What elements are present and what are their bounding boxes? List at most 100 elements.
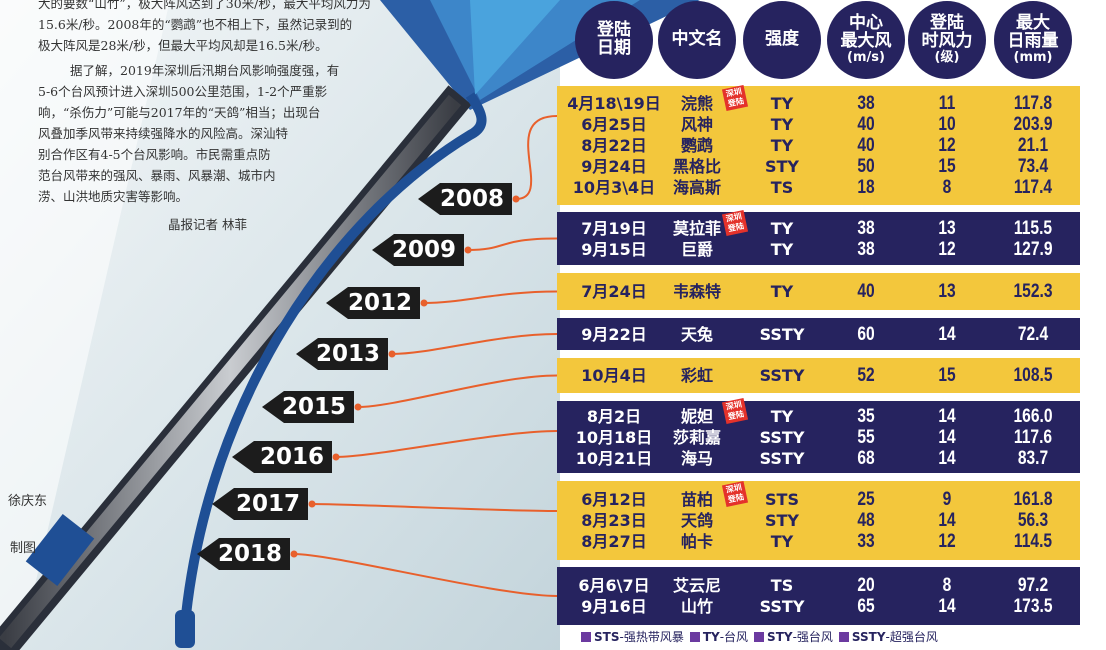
table-cell: 莎莉嘉 — [672, 427, 721, 447]
table-cell: 73.4 — [1017, 156, 1049, 177]
year-tag: 2017 — [212, 488, 308, 520]
table-cell: 7月24日 — [581, 282, 647, 301]
header-cell: 中心 最大风 (m/s) — [827, 1, 905, 79]
table-cell: 4月18\19日 — [567, 94, 661, 113]
table-cell: 40 — [857, 114, 875, 135]
year-tag: 2015 — [262, 391, 354, 423]
table-cell: 14 — [938, 323, 956, 345]
header-text: (m/s) — [847, 50, 885, 66]
table-cell: 11 — [938, 93, 956, 114]
header-text: 时风力 — [921, 31, 973, 52]
table-cell: 55 — [857, 426, 875, 448]
table-cell: 9月24日 — [581, 157, 647, 176]
table-cell: 天兔 — [680, 324, 713, 344]
table-cell: 9月15日 — [581, 239, 647, 259]
legend-swatch — [689, 632, 700, 642]
leader-line — [467, 237, 558, 251]
header-text: 最大 — [1016, 13, 1050, 34]
table-cell: 苗柏 — [680, 490, 713, 509]
header-text: (级) — [934, 50, 960, 66]
table-cell: 38 — [857, 93, 875, 114]
table-cell: 60 — [857, 323, 875, 345]
table-cell: 13 — [938, 281, 956, 302]
article-line: 5-6个台风预计进入深圳500公里范围，1-2个严重影 — [38, 84, 328, 99]
table-cell: 8 — [942, 575, 952, 596]
table-cell: 68 — [857, 447, 875, 469]
header-cell: 最大 日雨量 (mm) — [994, 1, 1072, 79]
table-cell: TY — [770, 239, 794, 259]
year-group: 7月19日 莫拉菲 TY 38 13 115.5 深圳登陆 9月15日 巨爵 TY 38 12 127.… — [557, 209, 1080, 265]
table-cell: 173.5 — [1013, 596, 1053, 617]
leader-dot — [388, 350, 396, 358]
legend-code: SSTY — [851, 630, 886, 644]
table-cell: 8月27日 — [581, 532, 647, 551]
year-tag: 2013 — [296, 338, 388, 370]
table-cell: 10月3\4日 — [572, 178, 656, 197]
table-cell: 6月6\7日 — [578, 576, 650, 595]
table-cell: 83.7 — [1017, 447, 1049, 469]
legend: STS-强热带风暴 TY-台风 STY-强台风 SSTY-超强台风 — [575, 628, 938, 645]
table-cell: 152.3 — [1013, 281, 1053, 302]
leader-dot — [464, 246, 472, 254]
table-cell: 帕卡 — [680, 532, 713, 551]
table-cell: 海高斯 — [672, 178, 721, 197]
leader-line — [293, 553, 558, 597]
table-cell: 9月16日 — [581, 597, 647, 616]
header-text: 登陆 — [597, 20, 631, 41]
header-cell: 强度 — [743, 1, 821, 79]
legend-swatch — [754, 632, 765, 642]
table-cell: SSTY — [759, 448, 805, 468]
legend-swatch — [581, 632, 591, 642]
table-cell: TY — [770, 218, 794, 238]
table-cell: 14 — [938, 596, 956, 617]
landing-stamp: 深圳登陆 — [721, 84, 749, 112]
table-cell: 10月21日 — [575, 448, 653, 468]
table-cell: 115.5 — [1013, 217, 1053, 239]
table-cell: 8月23日 — [581, 511, 647, 530]
table-cell: 巨爵 — [680, 239, 713, 259]
leader-dot — [308, 500, 316, 508]
byline: 晶报记者 林菲 — [168, 217, 247, 232]
table-cell: 9月22日 — [581, 324, 647, 344]
table-cell: TS — [770, 576, 794, 595]
credit: 徐庆东 — [8, 494, 48, 509]
table-cell: 风神 — [680, 115, 713, 134]
header-text: 中心 — [849, 13, 883, 34]
table-cell: 56.3 — [1017, 510, 1049, 531]
table-cell: 韦森特 — [672, 282, 721, 301]
article-line: 涝、山洪地质灾害等影响。 — [38, 189, 189, 204]
article-line: 别合作区有4-5个台风影响。市民需重点防 — [38, 147, 271, 162]
year-tag: 2018 — [197, 538, 290, 570]
legend-name: -台风 — [719, 630, 749, 644]
legend-code: STY — [767, 630, 793, 644]
table-cell: 14 — [938, 426, 956, 448]
table-cell: 65 — [857, 596, 875, 617]
table-cell: 12 — [938, 135, 956, 156]
table-cell: 彩虹 — [680, 366, 713, 385]
table-cell: 14 — [938, 447, 956, 469]
table-cell: 10月18日 — [575, 427, 653, 447]
table-cell: 浣熊 — [680, 94, 713, 113]
table-cell: 黑格比 — [672, 157, 721, 176]
legend-name: -超强台风 — [885, 630, 938, 644]
table-cell: 117.6 — [1013, 426, 1053, 448]
leader-line — [391, 333, 558, 355]
table-cell: TY — [770, 406, 794, 426]
legend-code: TY — [702, 630, 720, 644]
table-cell: SSTY — [759, 366, 805, 385]
legend-name: -强热带风暴 — [619, 630, 684, 644]
table-cell: 40 — [857, 135, 875, 156]
header-text: 强度 — [765, 29, 799, 50]
landing-stamp: 深圳登陆 — [721, 397, 749, 424]
table-cell: 18 — [857, 177, 875, 198]
table-cell: 108.5 — [1013, 365, 1053, 386]
table-cell: 鹦鹉 — [680, 136, 713, 155]
leader-dot — [332, 453, 340, 461]
year-tag: 2016 — [232, 441, 332, 473]
legend-swatch — [838, 632, 849, 642]
article-line: 15.6米/秒。2008年的“鹦鹉”也不相上下，虽然记录到的 — [38, 17, 353, 32]
legend-name: -强台风 — [792, 630, 833, 644]
table-cell: TS — [770, 178, 794, 197]
table-cell: SSTY — [759, 324, 805, 344]
